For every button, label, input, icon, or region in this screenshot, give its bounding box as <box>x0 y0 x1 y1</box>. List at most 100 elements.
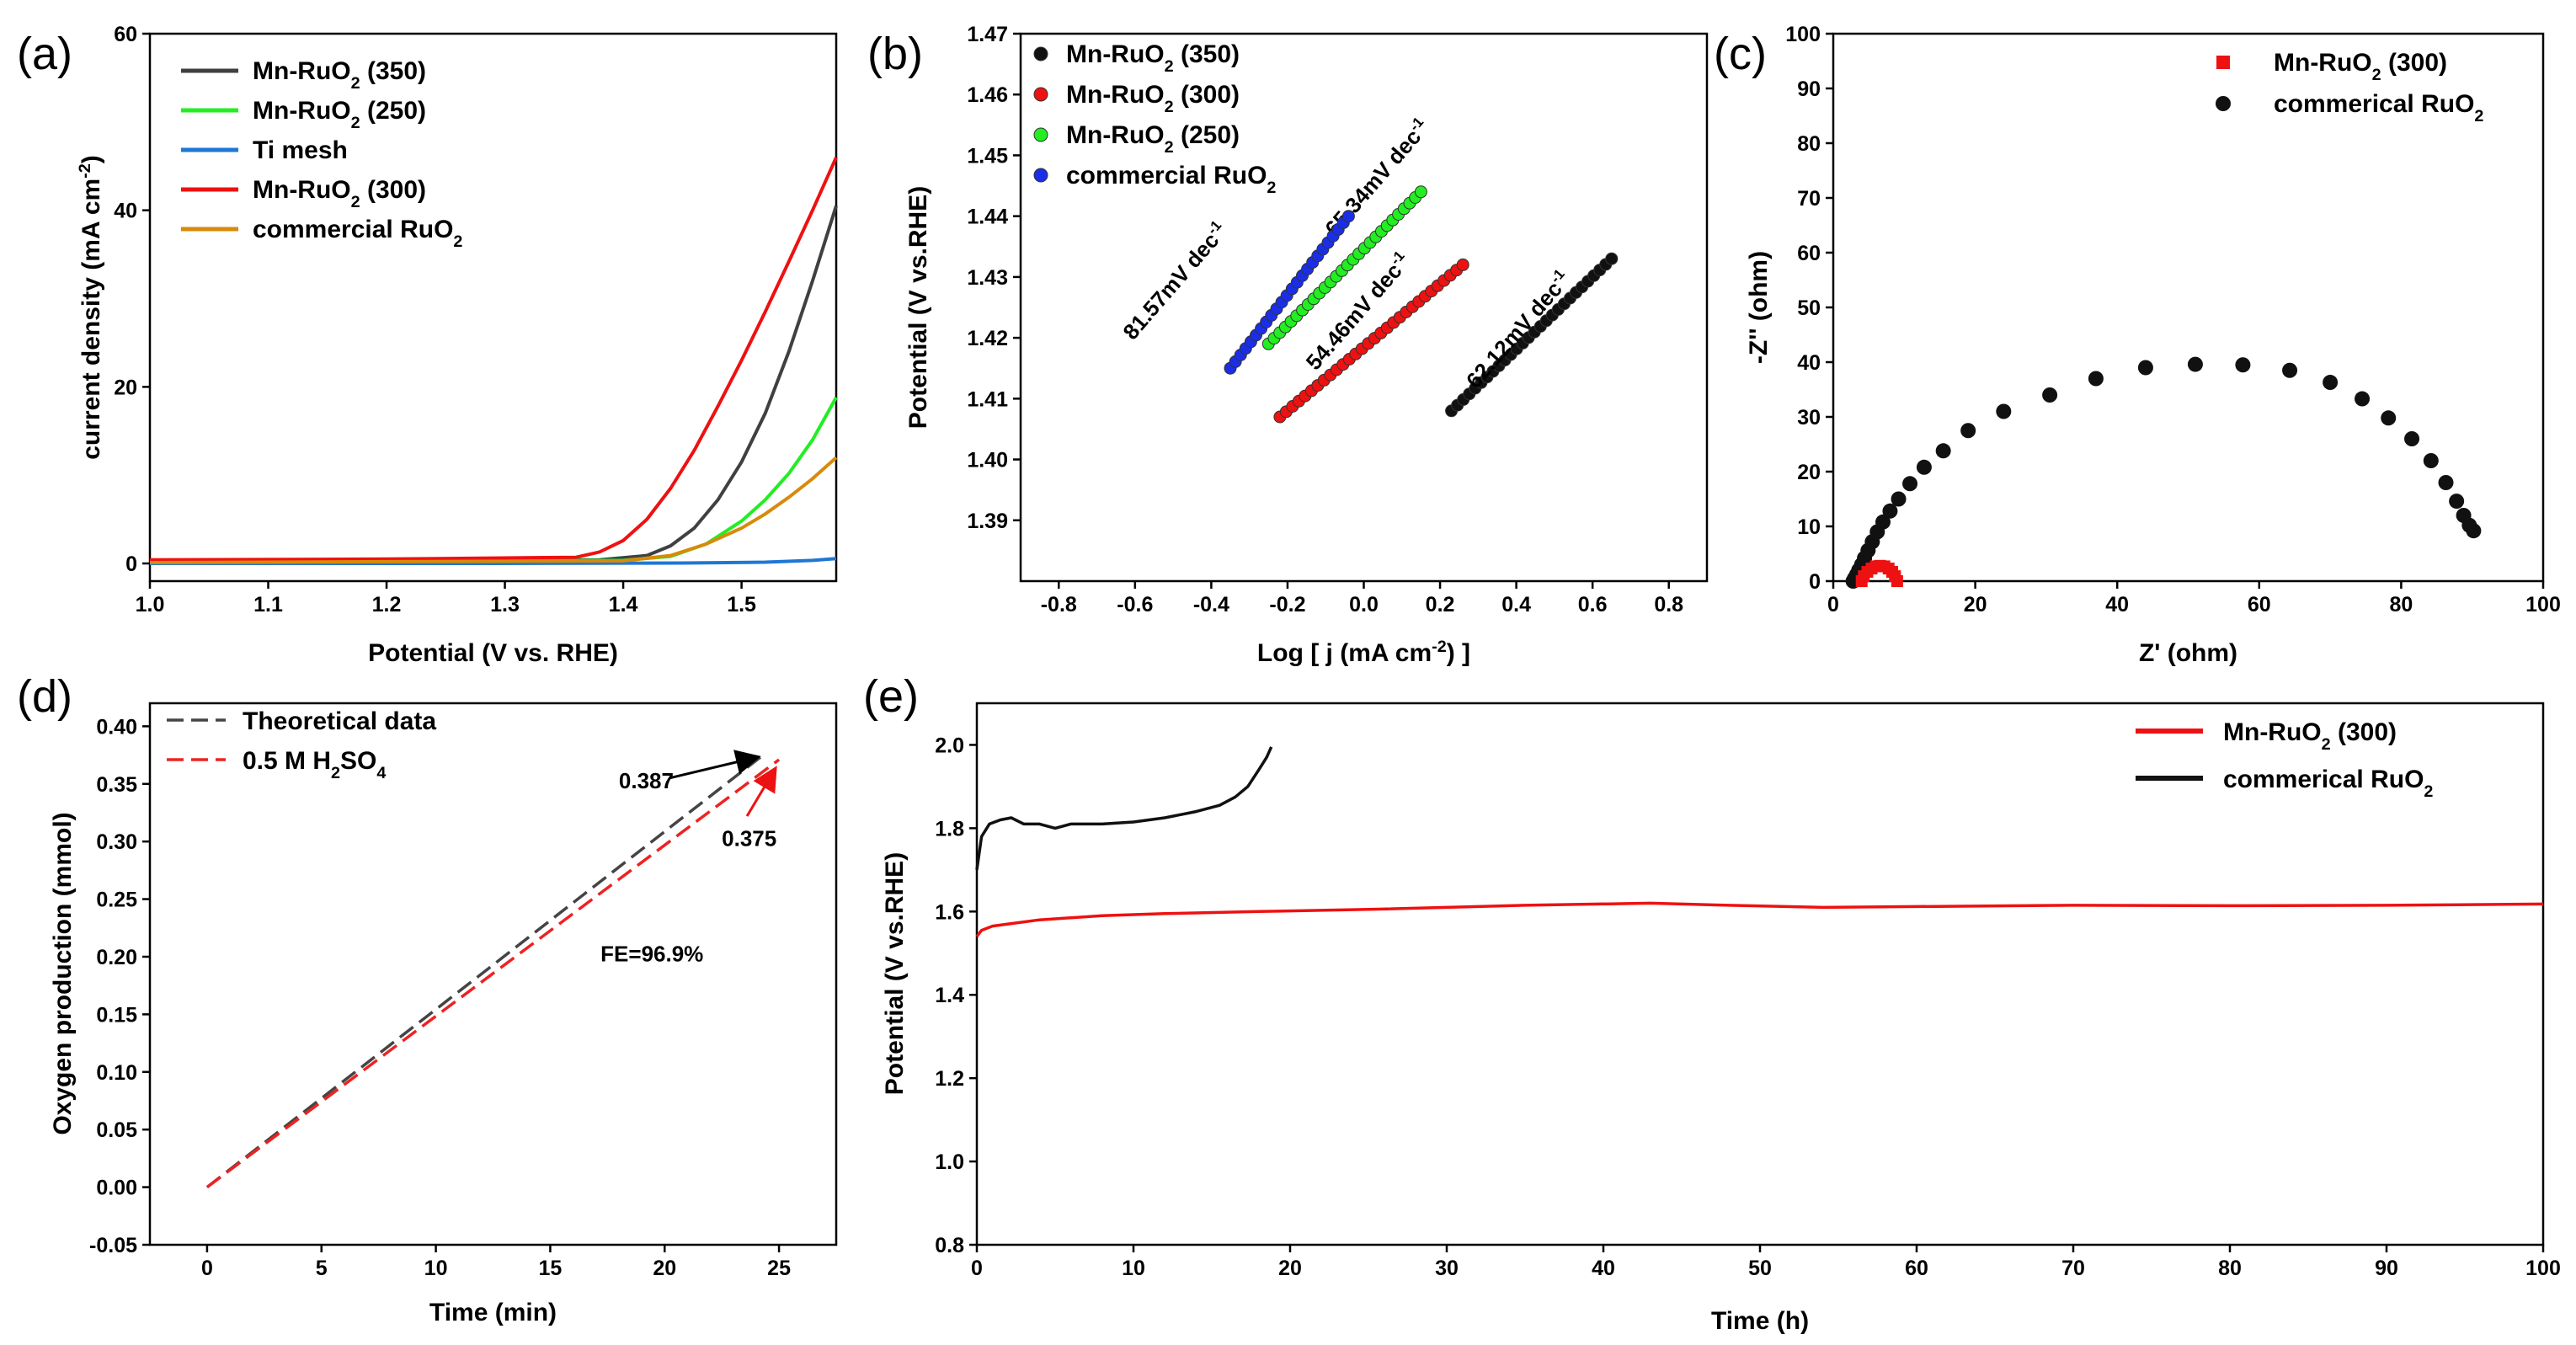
y-tick-label: 0.05 <box>96 1118 137 1142</box>
y-tick-label: 0.8 <box>935 1234 964 1257</box>
panel-b: -0.8 -0.6 -0.4 -0.2 0.0 0.2 0.4 0.6 0.8 1.39 1.40 1… <box>867 23 1709 667</box>
legend-label-part: 2 <box>2474 107 2483 125</box>
y-tick-label: 1.40 <box>967 449 1008 472</box>
x-axis-label: Z' (ohm) <box>2139 639 2237 667</box>
panel-a: 1.0 1.1 1.2 1.3 1.4 1.5 0 20 40 60 (a) Potential (V… <box>17 23 838 667</box>
legend-label: Ti mesh <box>253 136 348 164</box>
series-line <box>975 746 1273 871</box>
legend-label-part: (350) <box>1174 40 1240 68</box>
x-tick-label: 1.0 <box>136 593 165 616</box>
data-point <box>1902 476 1918 492</box>
series-line <box>149 396 838 563</box>
legend-label-part: 2 <box>2424 782 2433 801</box>
series-line <box>150 557 837 565</box>
x-tick-label: 0.2 <box>1426 593 1455 616</box>
x-axis-label-part: -2 <box>1432 638 1447 656</box>
legend-label-part: Mn-RuO <box>2223 718 2322 746</box>
x-tick-label: 40 <box>2105 593 2129 616</box>
x-tick-label: 20 <box>1278 1257 1302 1280</box>
panel-label: (b) <box>867 29 923 79</box>
legend-label-part: 0.5 M H <box>243 747 331 775</box>
legend-label-part: (300) <box>2381 49 2447 77</box>
legend-label-part: (350) <box>360 57 426 85</box>
y-tick-label: 0.15 <box>96 1003 137 1027</box>
series-line <box>975 901 2544 938</box>
y-tick-label: 1.41 <box>967 387 1008 411</box>
panel-label: (e) <box>863 671 919 722</box>
y-tick-label: 40 <box>114 200 137 223</box>
legend-label-part: SO <box>340 747 376 775</box>
legend-label-part: 2 <box>2322 735 2331 754</box>
y-tick-label: 90 <box>1797 77 1821 101</box>
panel-label: (c) <box>1714 29 1767 79</box>
y-axis-label: Potential (V vs.RHE) <box>881 852 909 1095</box>
legend-swatch <box>2216 56 2230 69</box>
y-tick-label: 1.45 <box>967 144 1008 168</box>
tafel-slope-label: 65.34mV dec-1 <box>1319 113 1435 241</box>
legend-label-part: (250) <box>1174 121 1240 149</box>
legend-label: commercial RuO2 <box>253 216 462 251</box>
data-point <box>2423 453 2439 468</box>
y-axis-label: Oxygen production (mmol) <box>49 812 77 1134</box>
legend-label-part: 2 <box>351 74 360 93</box>
legend-label-part: 2 <box>1165 57 1174 76</box>
legend-label-part: 4 <box>376 764 386 782</box>
legend-label-part: commerical RuO <box>2223 766 2424 793</box>
legend-label: Mn-RuO2 (350) <box>1066 40 1240 76</box>
y-tick-label: 0 <box>125 552 137 576</box>
data-point <box>1605 252 1619 265</box>
legend-label: Mn-RuO2 (300) <box>253 176 426 211</box>
y-axis-label-part: current density (mA cm <box>77 179 105 460</box>
data-point <box>1875 514 1891 530</box>
data-point <box>2137 360 2153 376</box>
series-line <box>149 205 838 563</box>
legend-label-part: 2 <box>351 114 360 132</box>
annotation-arrow-measured <box>745 766 777 817</box>
data-point <box>1960 423 1976 439</box>
x-tick-label: 1.2 <box>372 593 402 616</box>
x-axis-label: Time (min) <box>429 1299 557 1326</box>
x-tick-label: -0.6 <box>1117 593 1153 616</box>
legend-label-part: 2 <box>453 232 462 251</box>
x-tick-label: -0.8 <box>1041 593 1077 616</box>
y-tick-label: 0.30 <box>96 830 137 854</box>
data-point <box>2438 475 2454 490</box>
legend-swatch <box>1033 127 1048 142</box>
data-point <box>1456 258 1469 271</box>
plot-frame <box>148 32 838 583</box>
legend-swatch <box>1033 87 1048 102</box>
y-tick-label: 1.43 <box>967 266 1008 290</box>
y-axis-label-part: ) <box>77 155 105 163</box>
data-point <box>1996 403 2012 419</box>
legend-label-part: 2 <box>1165 98 1174 116</box>
x-tick-label: 20 <box>1964 593 1987 616</box>
annotation-label: FE=96.9% <box>600 941 703 966</box>
y-tick-label: 0.25 <box>96 889 137 912</box>
x-tick-label: 50 <box>1748 1257 1772 1280</box>
x-axis-label: Time (h) <box>1711 1307 1809 1335</box>
y-tick-label: 100 <box>1785 23 1821 46</box>
y-tick-label: 60 <box>114 23 137 46</box>
series-line <box>205 754 765 1188</box>
panel-label: (a) <box>17 29 72 79</box>
y-tick-label: 0.35 <box>96 773 137 797</box>
panel-c: 0 20 40 60 80 100 0 10 20 30 40 50 60 70 80 90 100 (c) Z' … <box>1714 23 2561 667</box>
x-tick-label: 30 <box>1435 1257 1459 1280</box>
data-point <box>2466 523 2482 539</box>
y-tick-label: 20 <box>114 376 137 399</box>
legend-label-part: 2 <box>1267 179 1276 197</box>
x-tick-label: 80 <box>2389 593 2413 616</box>
y-tick-label: 20 <box>1797 461 1821 484</box>
legend-label-part: (250) <box>360 97 426 125</box>
legend-label: Theoretical data <box>243 707 436 735</box>
x-tick-label: 90 <box>2375 1257 2398 1280</box>
y-tick-label: 1.46 <box>967 83 1008 107</box>
data-point <box>2235 357 2251 373</box>
plot-frame <box>148 702 838 1246</box>
legend-label: Mn-RuO2 (300) <box>2274 49 2447 84</box>
x-axis-label-part: ) ] <box>1447 639 1470 667</box>
x-tick-label: 0.0 <box>1349 593 1379 616</box>
y-tick-label: 1.8 <box>935 817 964 841</box>
y-axis-label: Potential (V vs.RHE) <box>904 186 932 429</box>
x-axis-label: Potential (V vs. RHE) <box>368 639 618 667</box>
